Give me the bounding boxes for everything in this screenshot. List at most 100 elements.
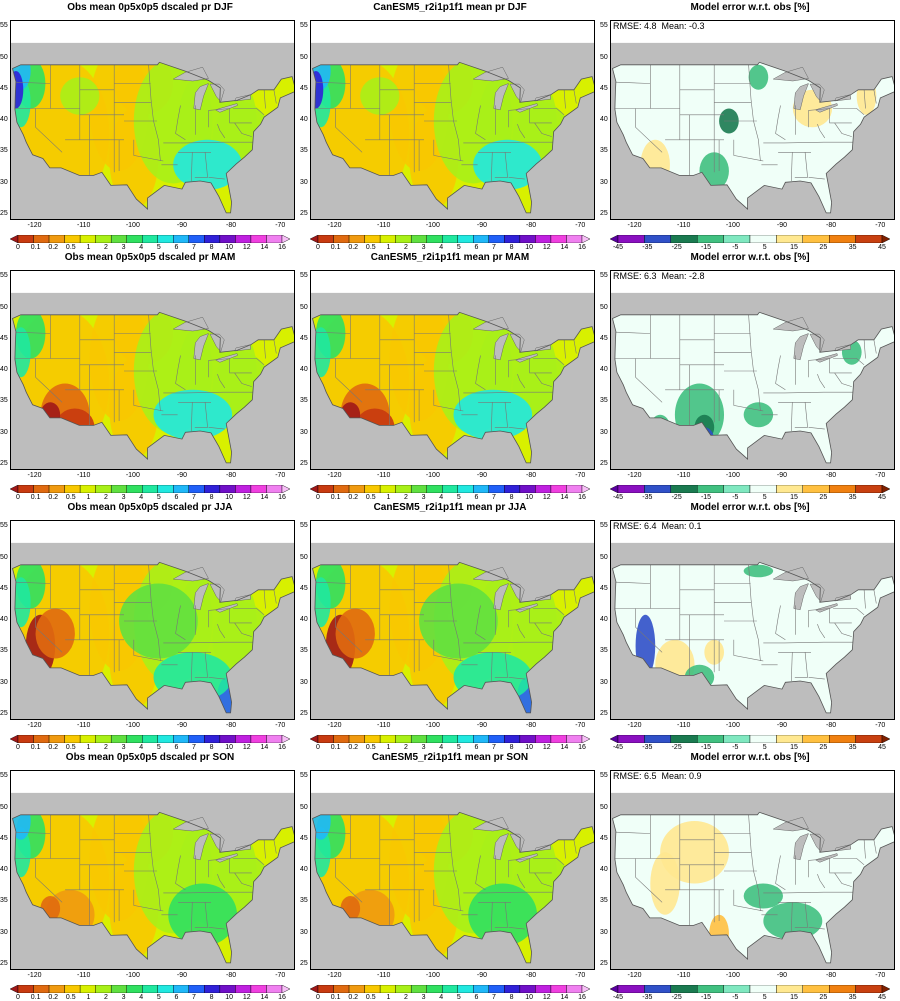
colorbar-tick-label: 3 — [121, 744, 126, 751]
state-boundary — [491, 902, 493, 932]
state-boundary — [208, 677, 225, 680]
state-boundary — [194, 652, 208, 678]
lake — [472, 66, 509, 82]
lat-tick-label: 30 — [0, 928, 8, 936]
colorbar-segment — [95, 485, 112, 493]
colorbar-segment — [173, 735, 190, 743]
colorbar-tick-label: 1 — [86, 994, 91, 1001]
colorbar-tick-label: 0 — [316, 494, 320, 501]
colorbar-tick-label: 7 — [192, 244, 196, 251]
colorbar-tick-label: 0.5 — [65, 244, 76, 251]
state-boundary — [733, 889, 764, 912]
colorbar-segment — [379, 985, 396, 993]
colorbar-segment — [188, 485, 205, 493]
colorbar-segment — [696, 985, 724, 993]
colorbar-segment — [426, 235, 443, 243]
state-boundary — [263, 839, 266, 859]
state-boundary — [833, 858, 865, 866]
rmse-mean-stats: RMSE: 4.8 Mean: -0.3 — [613, 21, 705, 31]
colorbar-segment — [219, 235, 236, 243]
state-boundary — [863, 339, 866, 359]
colorbar-segment — [379, 485, 396, 493]
colorbar-tick-label: 4 — [139, 244, 144, 251]
colorbar-segment — [17, 735, 34, 743]
colorbar-segment — [473, 485, 490, 493]
state-boundary — [234, 622, 252, 637]
colorbar-tick-label: 10 — [225, 744, 234, 751]
colorbar-tick-label: 3 — [121, 994, 126, 1001]
colorbar-segment — [617, 735, 645, 743]
lat-tick-label: 55 — [300, 272, 308, 280]
state-boundary — [433, 639, 464, 662]
lake — [172, 566, 209, 582]
state-boundary — [194, 902, 208, 928]
state-boundary — [873, 89, 877, 104]
colorbar-under-triangle — [310, 735, 319, 743]
colorbar-tick-label: 4 — [139, 744, 144, 751]
country-outline — [312, 311, 594, 464]
panel-title: Model error w.r.t. obs [%] — [690, 2, 810, 13]
state-boundary — [229, 858, 252, 874]
lat-tick-label: 40 — [0, 116, 8, 123]
map-panel-model-mam: CanESM5_r2i1p1f1 mean pr MAM 55 50 45 40 35 30… — [300, 250, 600, 501]
map-frame — [10, 270, 295, 470]
lake — [209, 333, 225, 353]
lat-tick-label: 25 — [300, 209, 308, 217]
colorbar-segment — [364, 485, 381, 493]
colorbar-tick-label: 2 — [404, 494, 408, 501]
colorbar-segment — [317, 235, 334, 243]
lon-tick-label: -110 — [676, 722, 691, 729]
colorbar-over-triangle — [581, 485, 590, 493]
state-boundary — [834, 872, 852, 887]
colorbar — [10, 235, 290, 243]
colorbar-tick-label: -25 — [671, 744, 682, 751]
colorbar-tick-label: 12 — [542, 744, 551, 751]
lake — [172, 816, 209, 832]
lon-tick-label: -120 — [627, 472, 642, 479]
colorbar-segment — [488, 485, 505, 493]
panel-title: Obs mean 0p5x0p5 dscaled pr DJF — [67, 2, 233, 13]
lon-tick-label: -120 — [627, 222, 642, 229]
state-boundary — [635, 608, 663, 653]
state-boundary — [794, 402, 808, 428]
state-boundary — [175, 605, 186, 641]
lake — [772, 816, 809, 832]
state-boundary — [15, 831, 51, 834]
state-boundary — [829, 608, 852, 624]
lon-tick-label: -70 — [275, 972, 286, 979]
colorbar-tick-label: 0.5 — [365, 244, 376, 251]
colorbar-tick-label: 14 — [260, 494, 269, 501]
colorbar-segment — [266, 735, 283, 743]
colorbar-tick-label: -25 — [671, 494, 682, 501]
colorbar-tick-label: 16 — [278, 494, 286, 501]
colorbar-segment — [379, 735, 396, 743]
state-boundary — [808, 427, 825, 430]
colorbar-segment — [48, 485, 65, 493]
colorbar-segment — [17, 485, 34, 493]
state-boundary — [15, 331, 51, 334]
state-boundary — [335, 858, 363, 903]
colorbar-tick-label: 5 — [762, 244, 767, 251]
colorbar-segment — [855, 735, 883, 743]
state-boundary — [233, 108, 265, 116]
colorbar-tick-label: 12 — [242, 494, 251, 501]
lon-tick-label: -90 — [176, 222, 188, 229]
lon-tick-label: -100 — [425, 972, 440, 979]
state-boundary — [817, 623, 826, 639]
colorbar-segment — [266, 985, 283, 993]
panel-title: Model error w.r.t. obs [%] — [690, 752, 810, 763]
state-boundary — [808, 677, 825, 680]
state-boundary — [517, 373, 526, 389]
colorbar-tick-label: 10 — [225, 494, 234, 501]
colorbar-segment — [317, 735, 334, 743]
state-boundary — [533, 858, 565, 866]
state-boundary — [233, 358, 265, 366]
state-boundary — [763, 391, 853, 394]
lake — [493, 333, 509, 361]
lon-tick-label: -90 — [176, 972, 188, 979]
colorbar-tick-label: 0.1 — [330, 494, 341, 501]
state-boundary — [763, 641, 853, 644]
colorbar-segment — [473, 735, 490, 743]
state-boundary — [194, 152, 208, 178]
colorbar-segment — [802, 485, 830, 493]
